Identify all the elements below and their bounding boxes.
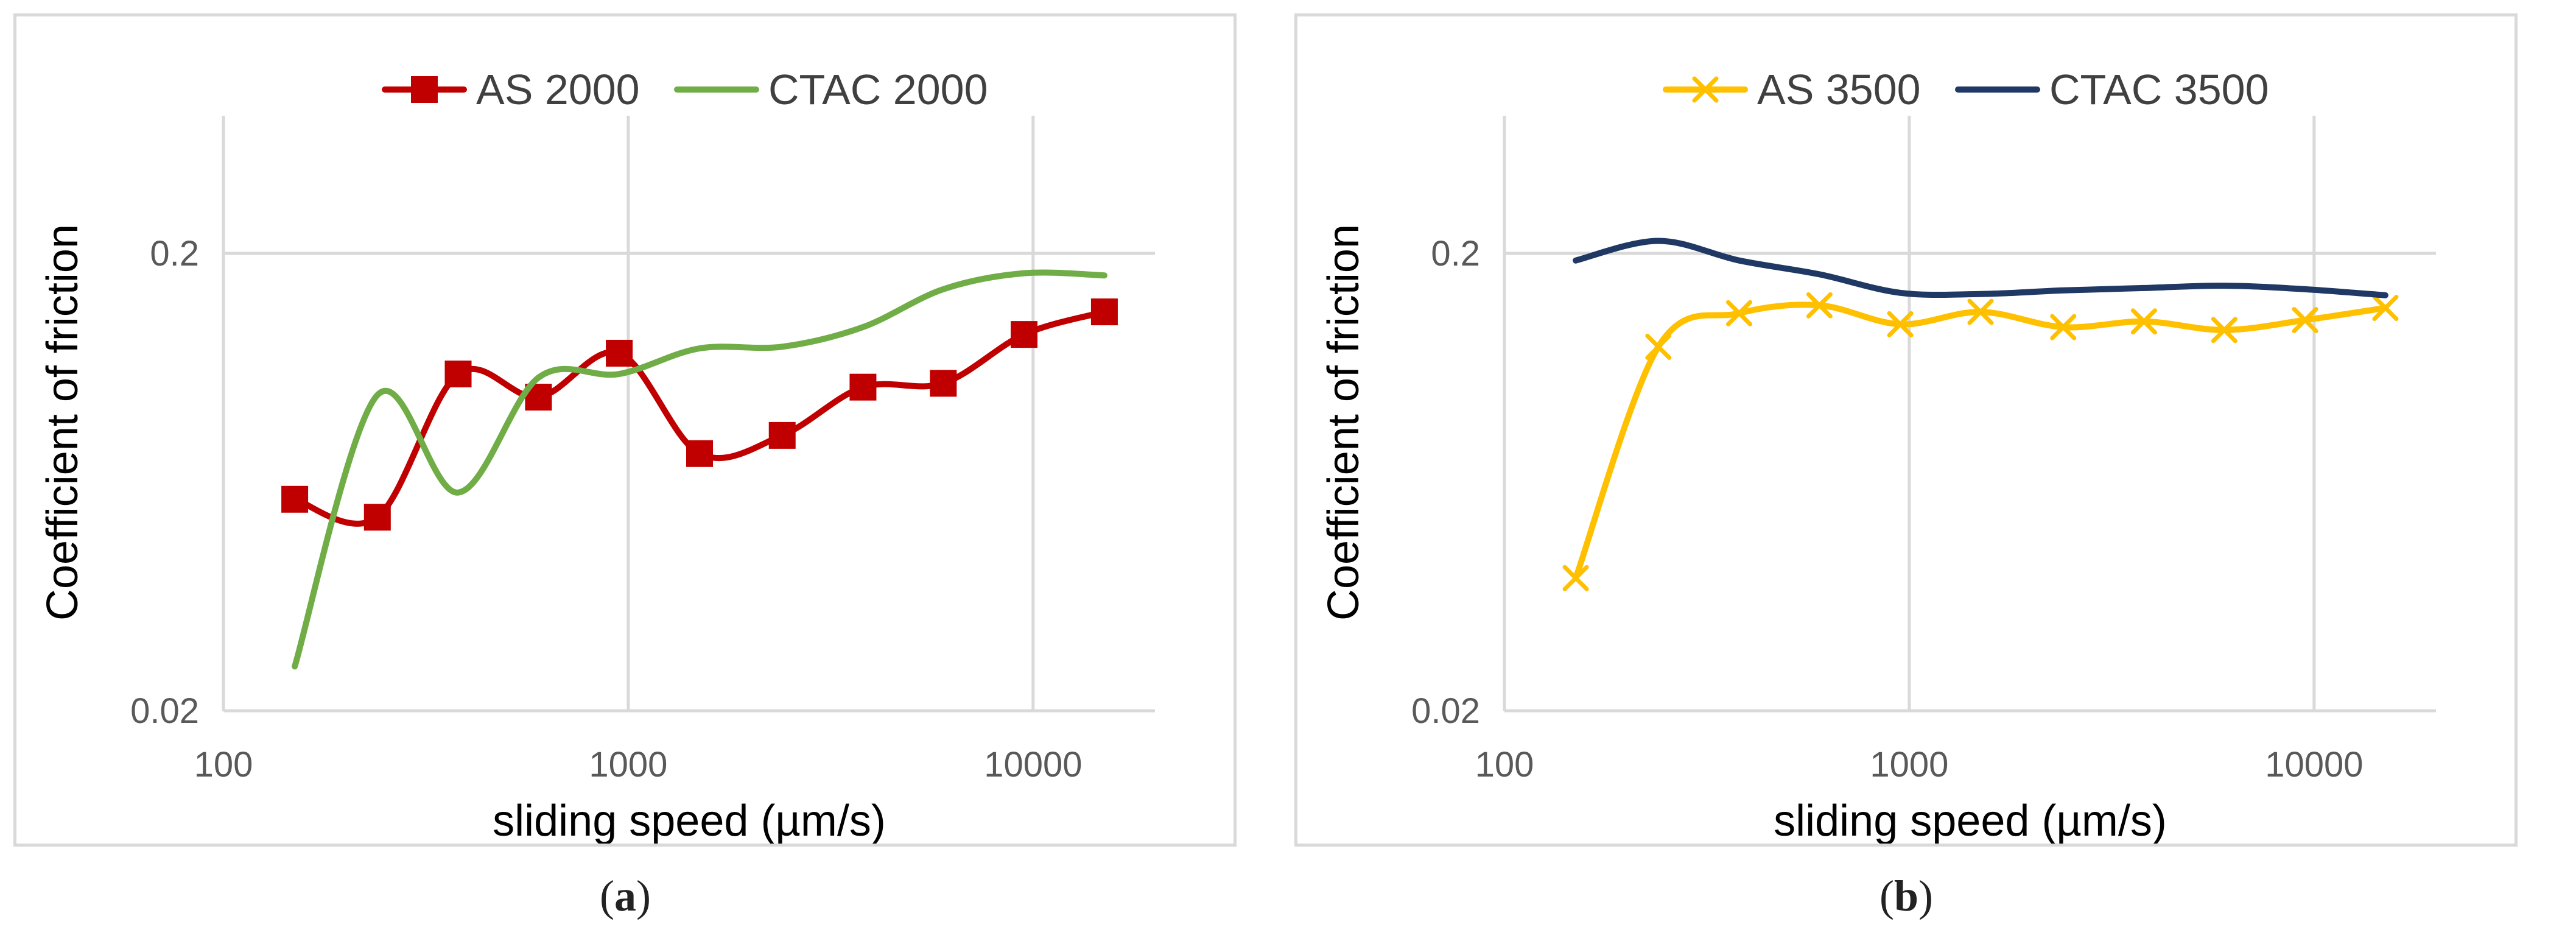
data-point-as-3500 — [1967, 298, 1994, 325]
data-point-as-2000 — [930, 370, 957, 397]
data-point-as-2000 — [1011, 321, 1038, 348]
data-point-as-2000 — [768, 421, 796, 449]
y-tick-label: 0.2 — [150, 234, 199, 273]
series-line-as-2000 — [292, 309, 1107, 527]
y-tick-label: 0.2 — [1431, 234, 1480, 273]
panel-caption-a: (a) — [600, 872, 651, 920]
x-tick-label: 1000 — [589, 745, 667, 784]
data-point-as-3500 — [2130, 308, 2157, 335]
legend-label-as-2000: AS 2000 — [476, 66, 640, 113]
series-line-ctac-2000 — [292, 269, 1107, 670]
data-point-as-2000 — [849, 373, 877, 401]
x-axis-title: sliding speed (µm/s) — [1774, 797, 2167, 844]
y-axis-title: Coefficient of friction — [1319, 224, 1368, 621]
y-axis-title: Coefficient of friction — [38, 224, 87, 621]
x-tick-label: 10000 — [2265, 745, 2363, 784]
panel-label-a: a — [614, 872, 636, 920]
chart-panel-a: 100 1000 10000 0.02 0.2 sliding speed (µm/s) C… — [13, 13, 1237, 847]
data-point-as-3500 — [1562, 565, 1589, 591]
data-point-as-3500 — [2372, 295, 2399, 322]
x-tick-label: 1000 — [1870, 745, 1948, 784]
legend-marker-as-2000 — [411, 76, 438, 103]
data-point-as-2000 — [281, 485, 309, 513]
chart-svg-a: 100 1000 10000 0.02 0.2 sliding speed (µm/s) C… — [38, 66, 1155, 844]
data-point-as-3500 — [1645, 333, 1672, 360]
data-point-as-2000 — [606, 339, 633, 367]
data-point-as-3500 — [2211, 317, 2237, 344]
data-point-as-3500 — [1806, 292, 1833, 319]
y-tick-label: 0.02 — [1411, 691, 1480, 731]
legend-label-ctac-2000: CTAC 2000 — [768, 66, 988, 113]
data-point-as-3500 — [1726, 300, 1753, 326]
series-line-as-3500 — [1573, 301, 2388, 582]
data-point-as-2000 — [444, 361, 472, 388]
legend-marker-as-3500 — [1692, 76, 1719, 103]
data-point-as-2000 — [1090, 298, 1118, 326]
series-line-ctac-3500 — [1573, 238, 2388, 298]
legend-label-ctac-3500: CTAC 3500 — [2049, 66, 2269, 113]
panel-label-b: b — [1893, 872, 1919, 920]
x-tick-label: 10000 — [984, 745, 1082, 784]
data-point-as-3500 — [2292, 306, 2318, 333]
y-tick-label: 0.02 — [130, 691, 199, 731]
data-point-as-2000 — [363, 504, 391, 531]
data-point-as-3500 — [2050, 314, 2077, 340]
panel-caption-b: (b) — [1879, 872, 1933, 920]
legend-label-as-3500: AS 3500 — [1757, 66, 1921, 113]
x-axis-title: sliding speed (µm/s) — [493, 797, 886, 844]
data-point-as-2000 — [686, 440, 714, 467]
x-tick-label: 100 — [1475, 745, 1534, 784]
x-tick-label: 100 — [194, 745, 253, 784]
chart-svg-b: 100 1000 10000 0.02 0.2 sliding speed (µm/s) C… — [1319, 66, 2436, 844]
chart-panel-b: 100 1000 10000 0.02 0.2 sliding speed (µm/s) C… — [1294, 13, 2518, 847]
data-point-as-3500 — [1887, 311, 1914, 337]
